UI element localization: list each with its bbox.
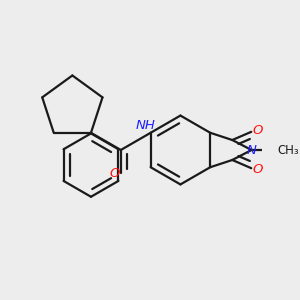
- Text: O: O: [110, 167, 120, 180]
- Text: O: O: [252, 163, 262, 176]
- Text: O: O: [252, 124, 262, 137]
- Text: NH: NH: [135, 119, 155, 132]
- Text: N: N: [247, 143, 256, 157]
- Text: CH₃: CH₃: [277, 143, 299, 157]
